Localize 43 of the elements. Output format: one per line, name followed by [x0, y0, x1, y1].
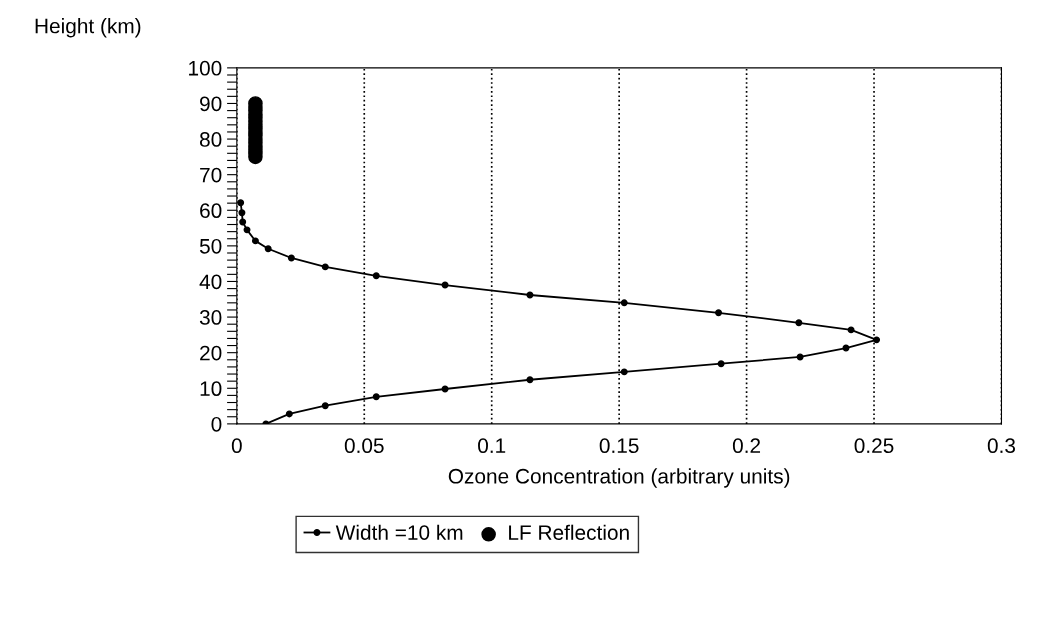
point: [620, 299, 628, 307]
y-tick-label: 50: [199, 238, 222, 254]
y-tick-label: 30: [199, 310, 222, 325]
y-tick-label: 20: [200, 345, 222, 361]
point: [238, 209, 246, 217]
y-axis-title: Height (km): [35, 18, 141, 38]
point: [372, 272, 380, 280]
y-tick-label: 70: [200, 167, 222, 183]
y-tick-label: 0: [211, 416, 222, 432]
y-tick-label: 90: [200, 96, 222, 112]
point: [321, 402, 329, 410]
point: [620, 368, 628, 376]
x-tick-label: 0.3: [987, 438, 1016, 454]
point: [243, 226, 251, 234]
point: [526, 376, 534, 384]
x-tick-label: 0.2: [732, 438, 761, 454]
point: [715, 309, 723, 317]
point: [287, 254, 295, 262]
point: [239, 218, 247, 226]
point: [717, 360, 725, 368]
y-tick-label: 10: [200, 381, 222, 397]
point: [847, 326, 855, 334]
point: [796, 353, 804, 361]
x-tick-label: 0.1: [478, 438, 506, 454]
point: [372, 393, 380, 401]
point: [251, 237, 259, 245]
point: [795, 319, 803, 327]
y-tick-label: 100: [189, 60, 222, 76]
y-tick-label: 60: [200, 203, 222, 219]
point: [264, 245, 272, 253]
x-tick-label: 0: [231, 438, 242, 454]
legend-label: Width =10 km: [335, 524, 463, 540]
x-axis-title: Ozone Concentration (arbitrary units): [448, 468, 790, 488]
legend-label: LF Reflection: [509, 524, 629, 540]
y-tick-label: 40: [199, 274, 222, 290]
point: [285, 410, 293, 418]
point: [873, 336, 881, 344]
point: [321, 263, 329, 271]
x-tick-label: 0.05: [344, 438, 384, 454]
point: [237, 199, 245, 207]
x-tick-label: 0.15: [599, 438, 639, 454]
y-tick-label: 80: [199, 132, 222, 147]
x-tick-label: 0.25: [854, 438, 894, 454]
